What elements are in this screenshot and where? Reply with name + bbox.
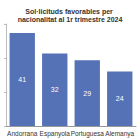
svg-text:Andorrana: Andorrana	[7, 130, 38, 137]
svg-text:29: 29	[83, 90, 91, 97]
svg-text:32: 32	[51, 86, 59, 93]
svg-text:Alemanya: Alemanya	[105, 130, 134, 138]
svg-text:Portuguesa: Portuguesa	[71, 130, 105, 138]
svg-text:41: 41	[18, 76, 26, 83]
svg-text:24: 24	[116, 95, 124, 102]
svg-text:Sol·licituds favorables per: Sol·licituds favorables per	[25, 8, 114, 16]
svg-text:Espanyola: Espanyola	[40, 130, 71, 138]
svg-text:nacionalitat al 1r trimestre 2: nacionalitat al 1r trimestre 2024	[18, 16, 123, 23]
